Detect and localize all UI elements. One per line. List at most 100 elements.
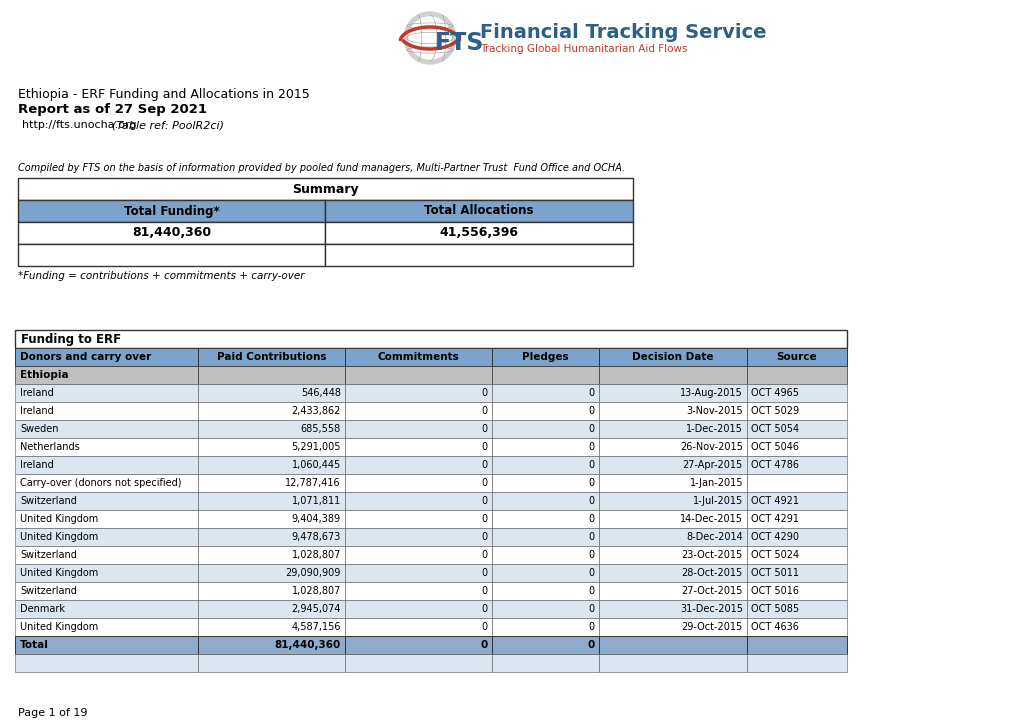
Text: Netherlands: Netherlands	[20, 442, 79, 452]
Text: 23-Oct-2015: 23-Oct-2015	[681, 550, 742, 560]
Text: OCT 4290: OCT 4290	[750, 532, 798, 542]
Text: 1,060,445: 1,060,445	[291, 460, 340, 470]
Bar	[18, 200, 325, 222]
Text: OCT 5016: OCT 5016	[750, 586, 798, 596]
Bar	[344, 510, 491, 528]
Text: Carry-over (donors not specified): Carry-over (donors not specified)	[20, 478, 181, 488]
Text: http://fts.unocha.org: http://fts.unocha.org	[22, 120, 137, 130]
Text: OCT 5011: OCT 5011	[750, 568, 798, 578]
Bar	[15, 564, 198, 582]
Text: 1-Jan-2015: 1-Jan-2015	[689, 478, 742, 488]
Bar	[198, 654, 344, 672]
Bar	[746, 528, 846, 546]
Text: Denmark: Denmark	[20, 604, 65, 614]
Text: *Funding = contributions + commitments + carry-over: *Funding = contributions + commitments +…	[18, 271, 305, 281]
Text: Ethiopia: Ethiopia	[20, 370, 68, 380]
Bar	[198, 384, 344, 402]
Text: 0: 0	[588, 442, 594, 452]
Text: 14-Dec-2015: 14-Dec-2015	[680, 514, 742, 524]
Bar	[598, 438, 746, 456]
Text: 0: 0	[481, 478, 487, 488]
Bar	[746, 474, 846, 492]
Text: 0: 0	[587, 640, 594, 650]
Text: 0: 0	[481, 622, 487, 632]
Text: Page 1 of 19: Page 1 of 19	[18, 708, 88, 718]
Bar	[325, 200, 633, 222]
Bar	[15, 618, 198, 636]
Text: 2,433,862: 2,433,862	[291, 406, 340, 416]
Text: OCT 4291: OCT 4291	[750, 514, 798, 524]
Bar	[746, 384, 846, 402]
Bar	[344, 600, 491, 618]
Bar	[491, 528, 598, 546]
Bar	[198, 564, 344, 582]
Text: 29-Oct-2015: 29-Oct-2015	[681, 622, 742, 632]
Text: 8-Dec-2014: 8-Dec-2014	[686, 532, 742, 542]
Text: FTS: FTS	[434, 31, 484, 55]
Text: 27-Oct-2015: 27-Oct-2015	[681, 586, 742, 596]
Text: 0: 0	[588, 424, 594, 434]
Bar	[198, 366, 344, 384]
Bar	[598, 366, 746, 384]
Text: Total Funding*: Total Funding*	[123, 205, 219, 218]
Text: 0: 0	[481, 496, 487, 506]
Bar	[344, 402, 491, 420]
Bar	[15, 492, 198, 510]
Bar	[15, 438, 198, 456]
Text: Financial Tracking Service: Financial Tracking Service	[480, 22, 765, 42]
Text: 12,787,416: 12,787,416	[285, 478, 340, 488]
Bar	[198, 492, 344, 510]
Bar	[598, 618, 746, 636]
Text: 0: 0	[481, 586, 487, 596]
Bar	[746, 618, 846, 636]
Text: 0: 0	[481, 406, 487, 416]
Bar	[598, 564, 746, 582]
Text: OCT 5054: OCT 5054	[750, 424, 798, 434]
Bar	[491, 654, 598, 672]
Text: OCT 5085: OCT 5085	[750, 604, 798, 614]
Bar	[198, 420, 344, 438]
Text: Paid Contributions: Paid Contributions	[216, 352, 326, 362]
Bar	[344, 366, 491, 384]
Bar	[491, 618, 598, 636]
Bar	[598, 402, 746, 420]
Bar	[15, 330, 846, 348]
Bar	[746, 564, 846, 582]
Text: 9,404,389: 9,404,389	[291, 514, 340, 524]
Bar	[198, 456, 344, 474]
Text: 26-Nov-2015: 26-Nov-2015	[680, 442, 742, 452]
Text: OCT 5024: OCT 5024	[750, 550, 798, 560]
Text: 0: 0	[588, 388, 594, 398]
Bar	[491, 456, 598, 474]
Bar	[198, 348, 344, 366]
Text: 0: 0	[481, 568, 487, 578]
Bar	[198, 510, 344, 528]
Bar	[491, 384, 598, 402]
Text: 0: 0	[481, 550, 487, 560]
Bar	[491, 474, 598, 492]
Text: 0: 0	[588, 622, 594, 632]
Text: 2,945,074: 2,945,074	[291, 604, 340, 614]
Text: 0: 0	[480, 640, 487, 650]
Bar	[746, 546, 846, 564]
Text: 1-Dec-2015: 1-Dec-2015	[686, 424, 742, 434]
Bar	[15, 546, 198, 564]
Text: OCT 4965: OCT 4965	[750, 388, 798, 398]
Text: Sweden: Sweden	[20, 424, 58, 434]
Text: 41,556,396: 41,556,396	[439, 226, 519, 239]
Bar	[198, 582, 344, 600]
Text: Total Allocations: Total Allocations	[424, 205, 534, 218]
Bar	[491, 546, 598, 564]
Text: Summary: Summary	[291, 182, 359, 195]
Bar	[598, 654, 746, 672]
Text: United Kingdom: United Kingdom	[20, 514, 98, 524]
Text: 31-Dec-2015: 31-Dec-2015	[680, 604, 742, 614]
Bar	[344, 636, 491, 654]
Bar	[198, 528, 344, 546]
Text: 685,558: 685,558	[301, 424, 340, 434]
Text: 0: 0	[588, 586, 594, 596]
Bar	[344, 438, 491, 456]
Text: United Kingdom: United Kingdom	[20, 532, 98, 542]
Bar	[344, 528, 491, 546]
Text: Funding to ERF: Funding to ERF	[21, 332, 121, 345]
